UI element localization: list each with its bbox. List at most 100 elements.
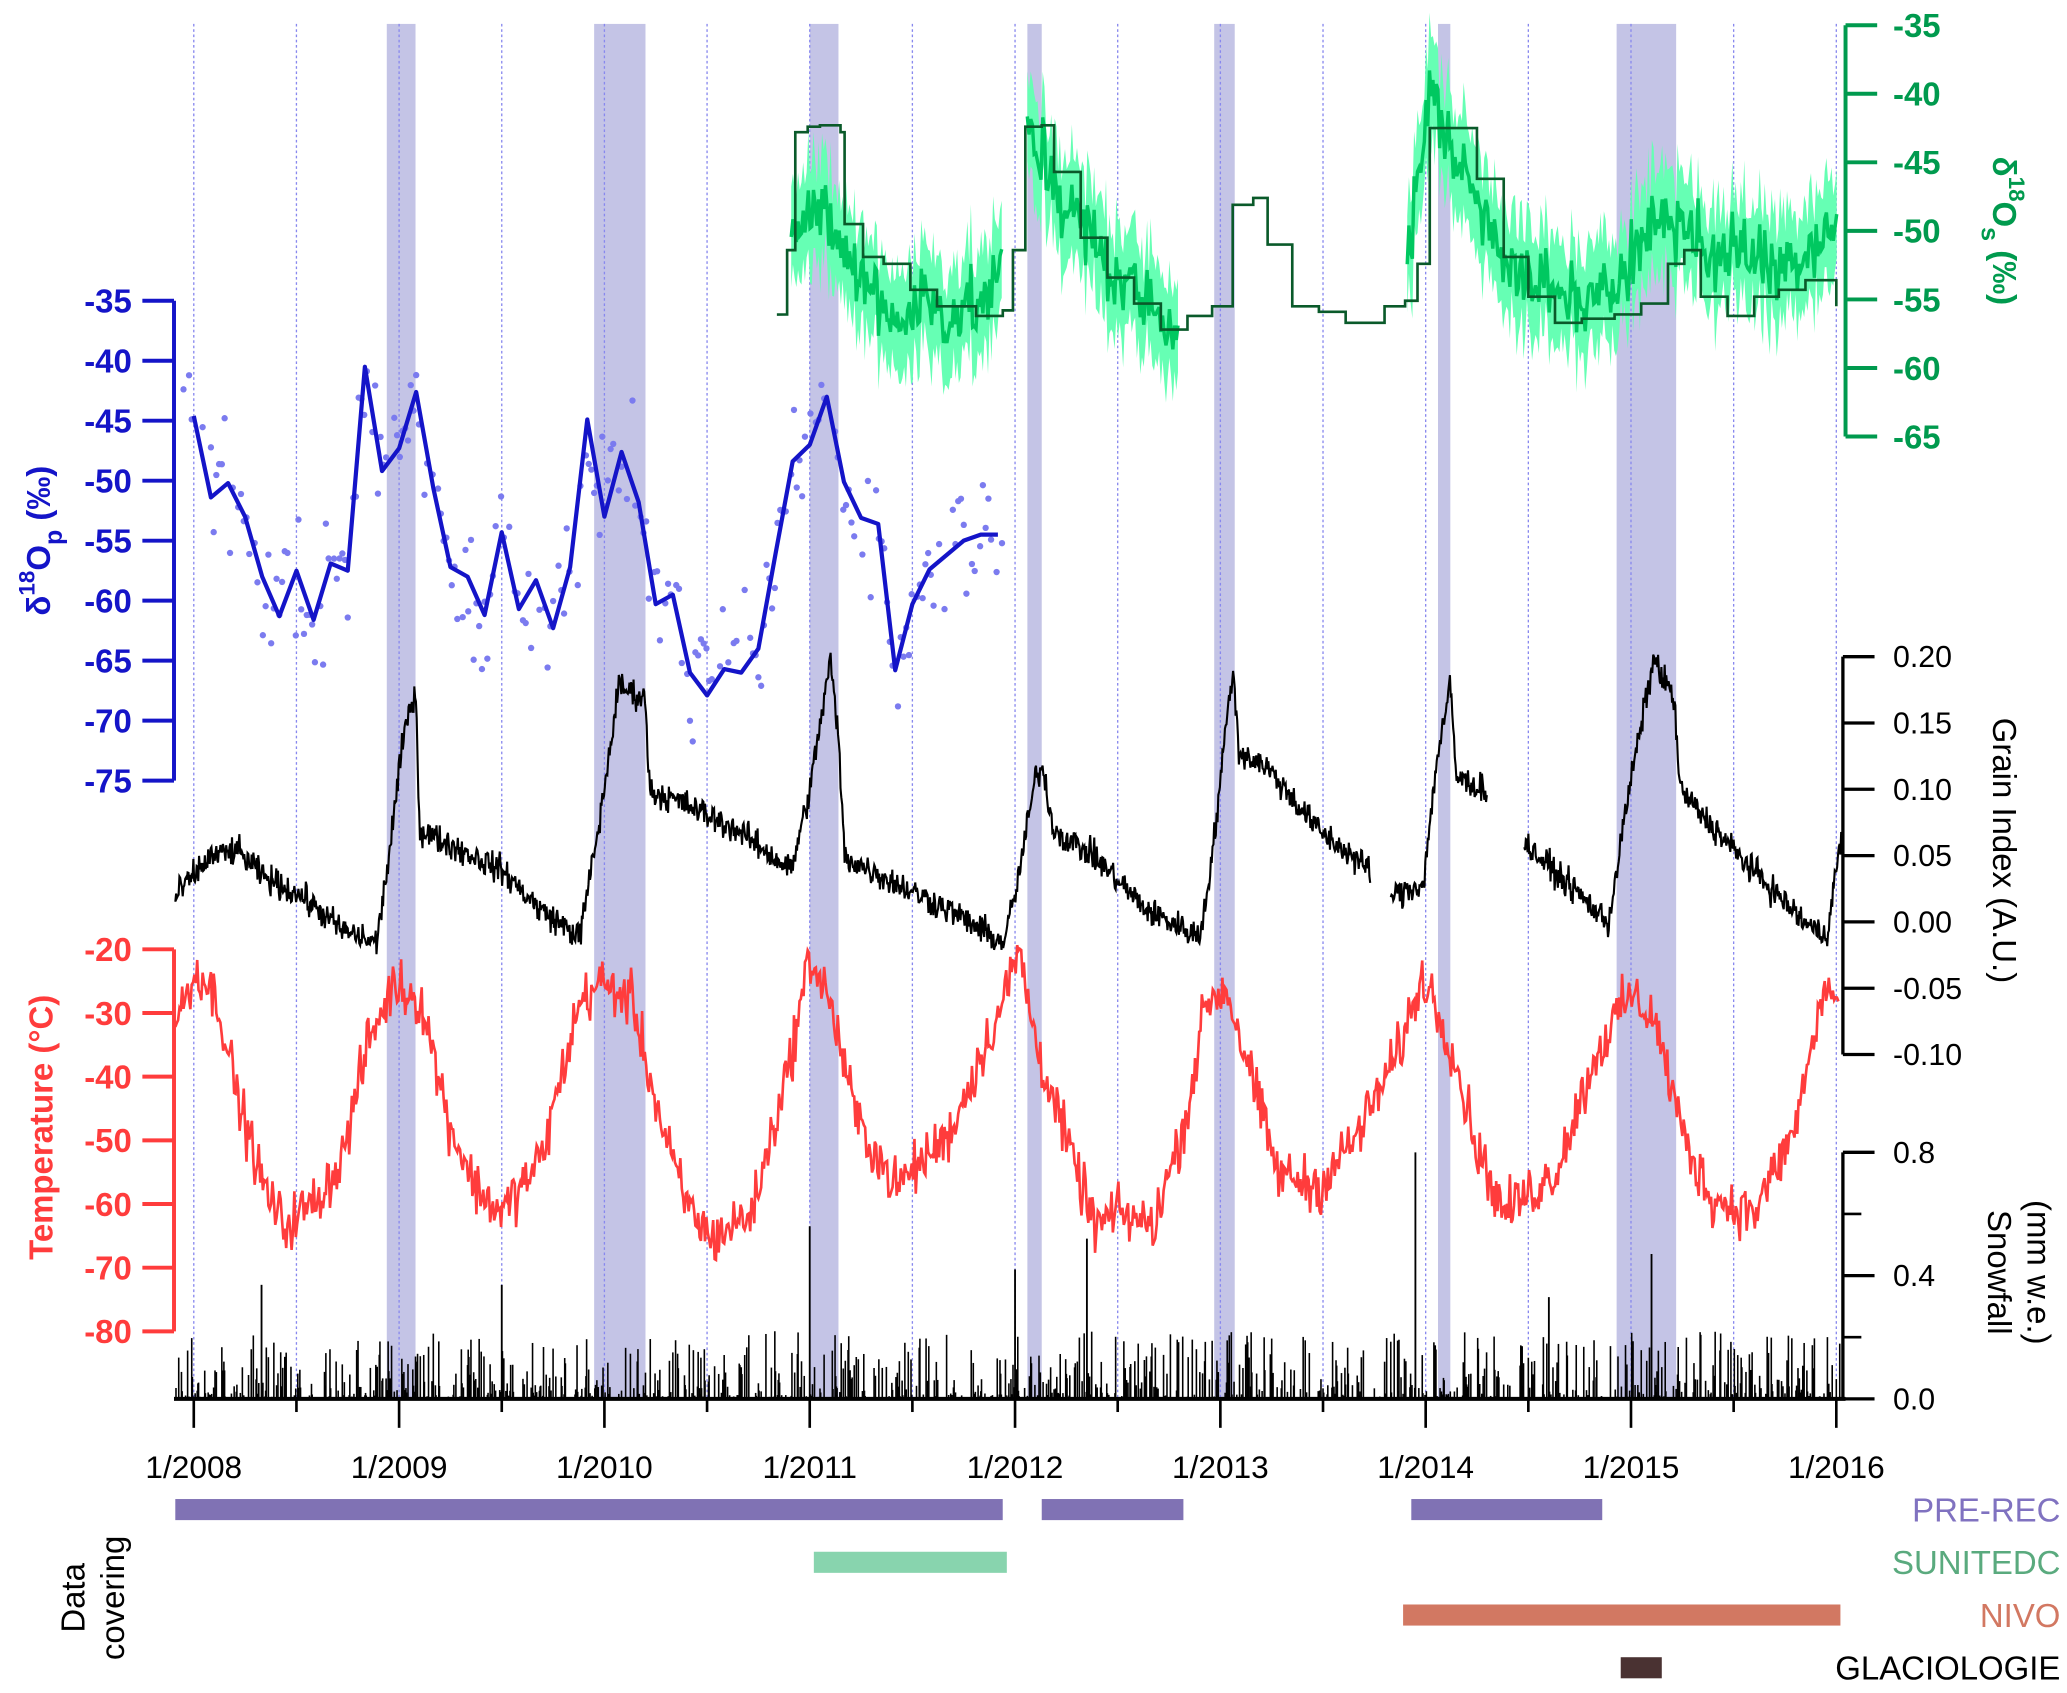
d18op-sample-dot [434,485,442,492]
d18op-sample-dot [623,495,631,503]
d18op-sample-dot [207,444,215,451]
d18op-sample-dot [807,410,814,417]
d18op-sample-dot [905,651,913,659]
d18op-sample-dot [675,585,683,592]
d18op-sample-dot [678,659,685,667]
d18op-sample-dot [308,621,316,628]
d18op-series [180,364,1006,745]
d18op-sample-dot [599,433,606,440]
coverage-title: Data [54,1562,91,1632]
x-tick-label: 1/2009 [351,1449,448,1485]
d18op-sample-dot [848,519,855,526]
d18op-sample-dot [330,555,338,562]
coverage-label-pre-rec: PRE-REC [1912,1491,2060,1528]
d18op-sample-dot [237,490,245,498]
d18op-sample-dot [213,471,220,479]
d18op-sample-dot [741,586,748,594]
temperature-tick-label: -40 [84,1059,132,1096]
d18op-tick-label: -65 [84,642,132,679]
d18os-mean-line [1405,70,1839,333]
d18op-sample-dot [560,610,568,617]
d18op-sample-dot [842,501,850,509]
d18op-sample-dot [536,606,543,613]
shaded-period [1214,23,1235,1399]
d18op-sample-dot [664,580,672,587]
d18op-sample-dot [590,489,598,497]
d18op-sample-dot [339,550,346,557]
d18os-series [776,12,1839,403]
d18op-sample-dot [421,491,428,498]
d18op-sample-dot [344,614,351,621]
d18op-sample-dot [497,493,505,500]
d18op-sample-dot [292,632,299,639]
coverage-bar-pre-rec [1411,1499,1603,1521]
d18os-tick-label: -50 [1893,213,1941,250]
temperature-tick-label: -30 [84,995,132,1032]
d18op-sample-dot [840,506,847,513]
d18op-sample-dot [925,549,932,557]
coverage-title-2: covering [94,1536,131,1660]
grain-index-tick-label: 0.00 [1893,906,1952,939]
d18op-sample-dot [919,594,926,602]
d18op-sample-dot [448,582,455,589]
d18op-sample-dot [859,551,866,558]
d18op-sample-dot [610,440,617,448]
d18op-sample-dot [333,575,340,582]
d18op-sample-dot [694,652,702,659]
shaded-period [1027,23,1042,1399]
d18op-tick-label: -50 [84,463,132,500]
d18op-sample-dot [716,663,724,670]
x-tick-label: 1/2016 [1788,1449,1885,1485]
d18op-sample-dot [311,659,319,666]
grain-index-tick-label: 0.20 [1893,641,1952,674]
d18op-tick-label: -35 [84,283,132,320]
grain-index-tick-label: -0.10 [1893,1039,1962,1072]
d18op-sample-dot [588,466,595,473]
d18op-sample-dot [689,738,696,745]
temperature-tick-label: -80 [84,1313,132,1350]
d18os-tick-label: -45 [1893,144,1941,181]
d18op-sample-dot [656,637,664,644]
snowfall-tick-label: 0.4 [1893,1260,1935,1293]
d18op-sample-dot [300,630,308,638]
coverage-bar-sunitedc [813,1551,1007,1573]
d18op-sample-dot [210,528,217,536]
x-tick-label: 1/2013 [1172,1449,1269,1485]
coverage-bars: PRE-REC SUNITEDC NIVO GLACIOLOGIE [175,1491,2060,1687]
d18op-tick-label: -40 [84,343,132,380]
d18op-sample-dot [298,606,305,613]
d18op-tick-label: -60 [84,583,132,620]
d18op-sample-dot [985,495,992,502]
d18op-sample-dot [506,523,513,530]
d18op-sample-dot [864,477,872,485]
coverage-bar-nivo [1403,1604,1841,1626]
d18op-sample-dot [377,433,384,441]
d18op-sample-dot [278,578,286,586]
d18op-sample-dot [615,487,622,494]
d18op-sample-dot [768,605,776,612]
d18op-sample-dot [295,516,302,523]
temperature-tick-label: -50 [84,1122,132,1159]
x-tick-label: 1/2015 [1583,1449,1680,1485]
d18op-sample-dot [459,613,466,621]
d18op-sample-dot [478,665,486,673]
d18os-tick-label: -55 [1893,281,1941,318]
d18op-sample-dot [221,415,228,422]
d18op-sample-dot [226,549,234,557]
d18op-sample-dot [960,521,967,529]
d18op-sample-dot [319,661,327,668]
d18op-sample-dot [382,454,390,461]
d18op-sample-dot [322,520,330,527]
d18op-sample-dot [733,637,740,645]
d18op-sample-dot [604,477,612,484]
d18op-sample-dot [413,371,420,379]
d18op-sample-dot [544,664,551,671]
d18op-sample-dot [645,595,653,602]
d18op-sample-dot [476,622,483,630]
d18os-mean-line [789,185,1004,344]
grain-index-line [1523,654,1844,947]
d18op-sample-dot [284,549,291,557]
d18op-sample-dot [262,603,269,610]
half-year-gridlines [193,23,1837,1398]
d18os-tick-label: -35 [1893,7,1941,44]
